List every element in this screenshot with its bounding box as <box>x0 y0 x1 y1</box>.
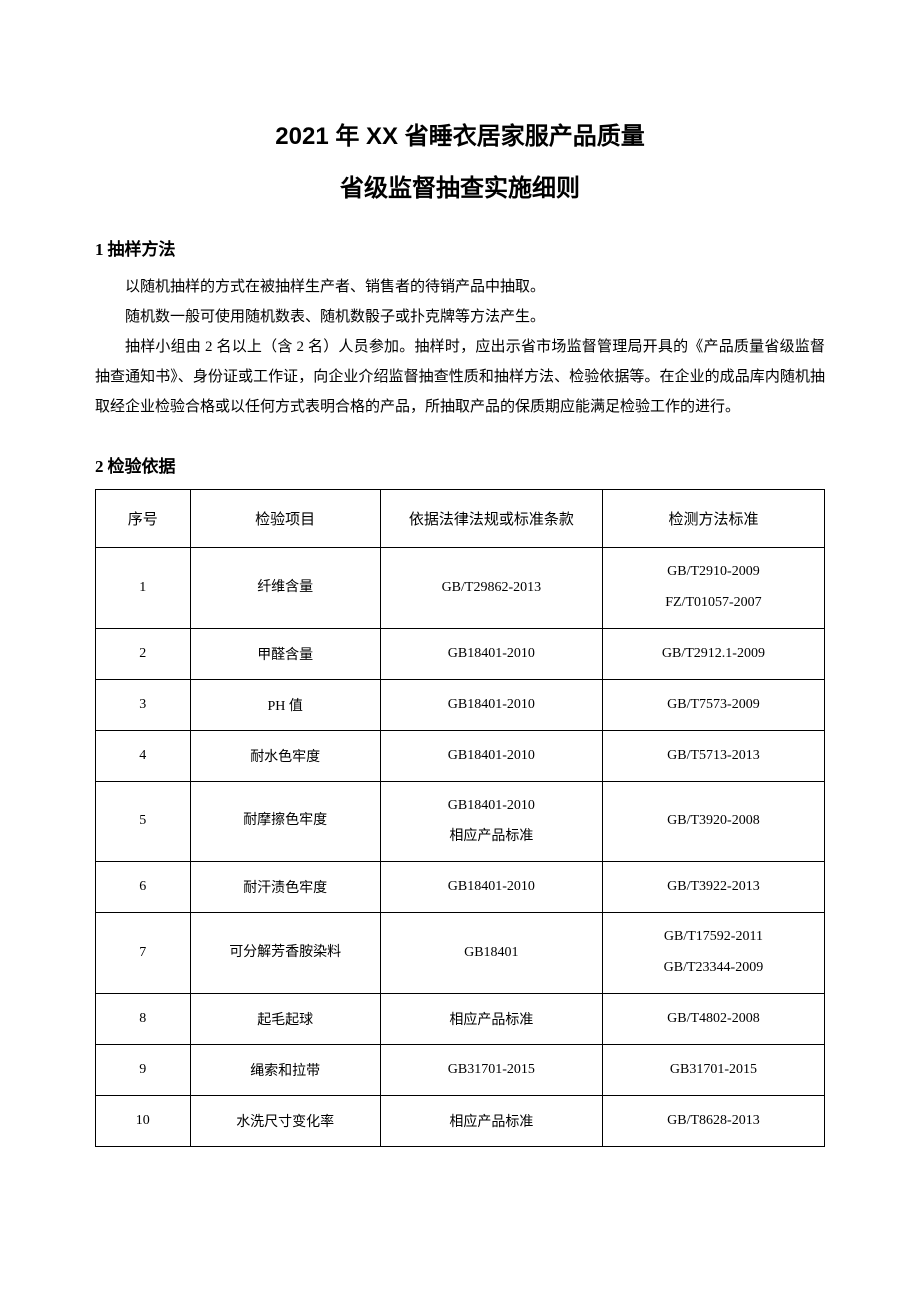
td-basis: GB18401-2010相应产品标准 <box>380 781 602 862</box>
td-seq: 6 <box>96 862 191 913</box>
td-item: 可分解芳香胺染料 <box>190 913 380 994</box>
td-seq: 3 <box>96 679 191 730</box>
td-item: 起毛起球 <box>190 993 380 1044</box>
td-basis: 相应产品标准 <box>380 1095 602 1146</box>
td-method: GB/T8628-2013 <box>602 1095 824 1146</box>
section1-title: 抽样方法 <box>108 240 176 259</box>
table-header-row: 序号 检验项目 依据法律法规或标准条款 检测方法标准 <box>96 490 825 548</box>
table-row: 2甲醛含量GB18401-2010GB/T2912.1-2009 <box>96 628 825 679</box>
td-seq: 7 <box>96 913 191 994</box>
td-seq: 10 <box>96 1095 191 1146</box>
table-row: 1纤维含量GB/T29862-2013GB/T2910-2009FZ/T0105… <box>96 548 825 629</box>
td-basis: GB18401-2010 <box>380 730 602 781</box>
section1-p3: 抽样小组由 2 名以上（含 2 名）人员参加。抽样时，应出示省市场监督管理局开具… <box>95 332 825 422</box>
th-basis: 依据法律法规或标准条款 <box>380 490 602 548</box>
td-basis: 相应产品标准 <box>380 993 602 1044</box>
td-method: GB/T7573-2009 <box>602 679 824 730</box>
section2-num: 2 <box>95 457 104 476</box>
td-method: GB/T2912.1-2009 <box>602 628 824 679</box>
section2-heading: 2检验依据 <box>95 452 825 477</box>
section2-title: 检验依据 <box>108 457 176 476</box>
table-row: 4耐水色牢度GB18401-2010GB/T5713-2013 <box>96 730 825 781</box>
td-seq: 8 <box>96 993 191 1044</box>
td-item: 绳索和拉带 <box>190 1044 380 1095</box>
th-method: 检测方法标准 <box>602 490 824 548</box>
th-item: 检验项目 <box>190 490 380 548</box>
td-item: PH 值 <box>190 679 380 730</box>
td-method: GB31701-2015 <box>602 1044 824 1095</box>
td-seq: 4 <box>96 730 191 781</box>
table-row: 9绳索和拉带GB31701-2015GB31701-2015 <box>96 1044 825 1095</box>
td-basis: GB18401 <box>380 913 602 994</box>
section1-p1: 以随机抽样的方式在被抽样生产者、销售者的待销产品中抽取。 <box>95 272 825 302</box>
td-basis: GB31701-2015 <box>380 1044 602 1095</box>
td-item: 耐水色牢度 <box>190 730 380 781</box>
td-item: 甲醛含量 <box>190 628 380 679</box>
td-basis: GB/T29862-2013 <box>380 548 602 629</box>
doc-title-line2: 省级监督抽查实施细则 <box>95 172 825 206</box>
td-seq: 9 <box>96 1044 191 1095</box>
td-method: GB/T2910-2009FZ/T01057-2007 <box>602 548 824 629</box>
section1-p2: 随机数一般可使用随机数表、随机数骰子或扑克牌等方法产生。 <box>95 302 825 332</box>
doc-title-line1: 2021 年 XX 省睡衣居家服产品质量 <box>95 120 825 154</box>
table-row: 10水洗尺寸变化率相应产品标准GB/T8628-2013 <box>96 1095 825 1146</box>
td-basis: GB18401-2010 <box>380 679 602 730</box>
td-method: GB/T4802-2008 <box>602 993 824 1044</box>
section1-heading: 1抽样方法 <box>95 235 825 260</box>
td-seq: 1 <box>96 548 191 629</box>
section1-num: 1 <box>95 240 104 259</box>
td-basis: GB18401-2010 <box>380 862 602 913</box>
td-item: 耐摩擦色牢度 <box>190 781 380 862</box>
table-row: 6耐汗渍色牢度GB18401-2010GB/T3922-2013 <box>96 862 825 913</box>
table-row: 5耐摩擦色牢度GB18401-2010相应产品标准GB/T3920-2008 <box>96 781 825 862</box>
td-method: GB/T17592-2011GB/T23344-2009 <box>602 913 824 994</box>
td-method: GB/T5713-2013 <box>602 730 824 781</box>
th-seq: 序号 <box>96 490 191 548</box>
td-seq: 5 <box>96 781 191 862</box>
td-item: 纤维含量 <box>190 548 380 629</box>
td-item: 耐汗渍色牢度 <box>190 862 380 913</box>
inspection-basis-table: 序号 检验项目 依据法律法规或标准条款 检测方法标准 1纤维含量GB/T2986… <box>95 489 825 1147</box>
table-row: 3PH 值GB18401-2010GB/T7573-2009 <box>96 679 825 730</box>
table-row: 7可分解芳香胺染料GB18401GB/T17592-2011GB/T23344-… <box>96 913 825 994</box>
td-method: GB/T3920-2008 <box>602 781 824 862</box>
td-item: 水洗尺寸变化率 <box>190 1095 380 1146</box>
td-method: GB/T3922-2013 <box>602 862 824 913</box>
td-basis: GB18401-2010 <box>380 628 602 679</box>
document-page: 2021 年 XX 省睡衣居家服产品质量 省级监督抽查实施细则 1抽样方法 以随… <box>0 0 920 1207</box>
td-seq: 2 <box>96 628 191 679</box>
table-row: 8起毛起球相应产品标准GB/T4802-2008 <box>96 993 825 1044</box>
